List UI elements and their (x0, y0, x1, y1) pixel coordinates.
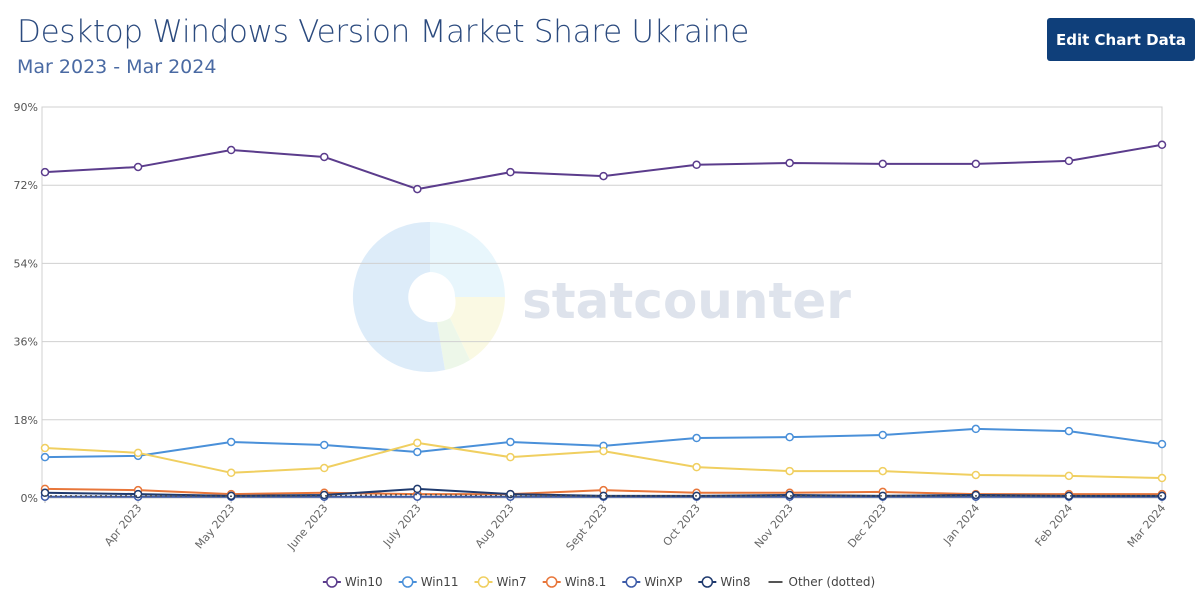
data-point (320, 440, 329, 450)
legend-item: Win8.1 (542, 575, 607, 589)
data-point (413, 447, 422, 457)
chart-subtitle: Mar 2023 - Mar 2024 (17, 56, 217, 78)
y-tick-label: 90% (14, 101, 38, 114)
data-point (413, 438, 422, 448)
watermark: statcounter (522, 272, 851, 330)
legend-swatch (545, 576, 558, 588)
data-point (226, 437, 236, 447)
data-point (785, 490, 794, 500)
legend-swatch (625, 576, 638, 588)
edit-chart-data-button[interactable]: Edit Chart Data (1047, 18, 1195, 61)
x-tick-label: Apr 2023 (102, 502, 144, 549)
legend-swatch (401, 576, 414, 588)
legend-label: Win10 (345, 575, 383, 589)
y-tick-label: 18% (14, 414, 38, 427)
data-point (40, 167, 50, 177)
data-point (971, 470, 981, 480)
data-point (785, 158, 794, 168)
data-point (878, 430, 887, 440)
x-tick-label: June 2023 (284, 502, 330, 554)
legend-label: WinXP (644, 575, 682, 589)
x-tick-label: Jan 2024 (940, 502, 982, 548)
legend-label: Win8.1 (565, 575, 607, 589)
chart-title: Desktop Windows Version Market Share Ukr… (17, 14, 750, 50)
data-point (1064, 156, 1074, 166)
legend-item: Other (dotted) (768, 575, 876, 589)
legend-label: Win8 (720, 575, 750, 589)
data-point (506, 489, 515, 499)
data-point (1064, 426, 1074, 436)
y-tick-label: 72% (14, 179, 38, 192)
legend-label: Win11 (421, 575, 459, 589)
data-point (413, 492, 422, 501)
data-point (413, 484, 422, 494)
data-point (506, 167, 515, 177)
data-point (133, 162, 143, 172)
data-point (599, 446, 608, 456)
y-tick-label: 0% (21, 492, 38, 505)
data-point (785, 466, 794, 476)
data-point (1157, 491, 1167, 501)
x-tick-label: Sept 2023 (563, 502, 609, 554)
data-point (971, 159, 981, 169)
legend-label: Win7 (497, 575, 527, 589)
legend-item: Win8 (698, 575, 751, 589)
data-point (692, 462, 701, 472)
x-tick-label: Nov 2023 (752, 502, 796, 551)
x-tick-label: Dec 2023 (845, 502, 889, 551)
legend-item: Win11 (398, 575, 459, 589)
series-line (45, 493, 1162, 498)
x-tick-label: May 2023 (193, 502, 238, 552)
data-point (506, 437, 515, 447)
legend-item: Win10 (322, 575, 383, 589)
data-point (1157, 473, 1167, 483)
series-line (44, 143, 1163, 191)
data-point (320, 490, 329, 500)
legend-swatch (701, 576, 714, 588)
legend-label: Other (dotted) (789, 575, 876, 589)
data-point (878, 466, 887, 476)
data-point (226, 145, 236, 155)
watermark-logo (352, 221, 505, 372)
data-point (320, 152, 329, 162)
data-point (506, 452, 515, 462)
x-tick-label: July 2023 (380, 502, 424, 550)
data-point (1064, 471, 1074, 481)
y-tick-label: 54% (14, 257, 38, 270)
data-point (413, 184, 422, 194)
data-point (40, 452, 50, 462)
data-point (692, 160, 701, 170)
data-point (226, 468, 236, 478)
data-point (320, 463, 329, 473)
legend-item: Win7 (474, 575, 527, 589)
data-point (40, 443, 50, 453)
x-tick-label: Aug 2023 (473, 502, 517, 551)
legend-swatch (326, 576, 338, 588)
x-tick-label: Feb 2024 (1032, 502, 1075, 549)
data-point (878, 159, 887, 169)
data-point (1157, 140, 1167, 150)
data-point (785, 432, 794, 442)
data-point (599, 171, 608, 181)
legend: Win10 Win11 Win7 Win8.1 WinXP Win8 Other (dott… (322, 575, 876, 589)
data-point (971, 424, 981, 434)
x-tick-label: Mar 2024 (1125, 502, 1169, 550)
data-point (971, 490, 981, 500)
data-point (1157, 439, 1167, 449)
data-point (692, 433, 701, 443)
x-tick-label: Oct 2023 (660, 502, 702, 549)
legend-swatch (477, 576, 490, 588)
data-point (133, 448, 143, 458)
y-tick-label: 36% (14, 336, 38, 349)
legend-item: WinXP (622, 575, 682, 589)
